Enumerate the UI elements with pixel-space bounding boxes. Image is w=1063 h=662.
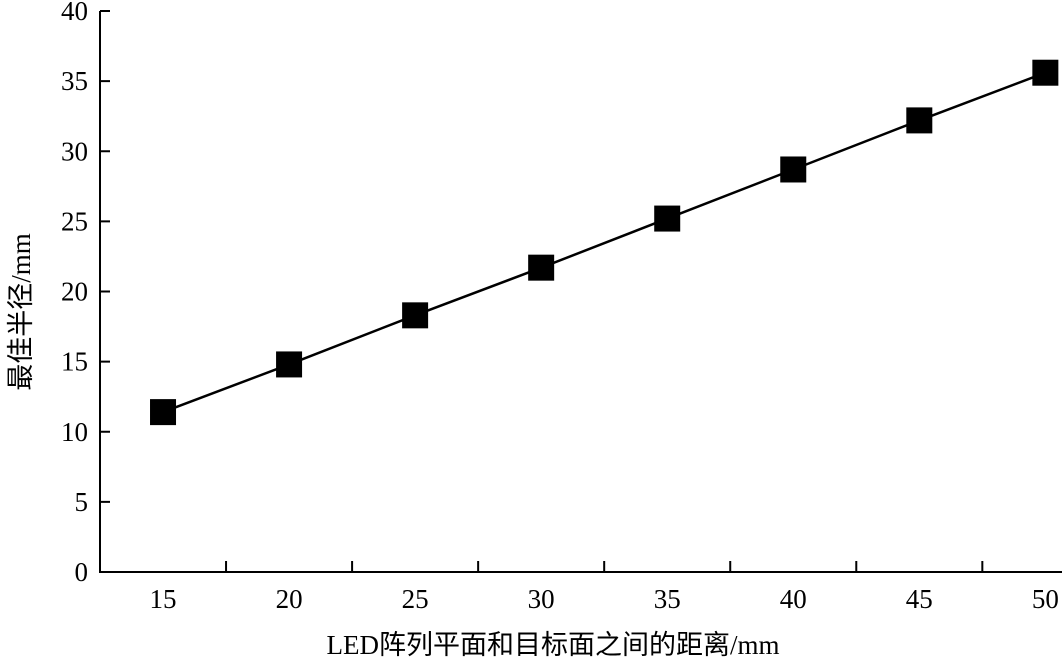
y-axis-ticks: 0 5 10 15 20 25 30 35 40	[61, 0, 110, 587]
x-tick-label: 45	[906, 584, 933, 614]
series-1	[150, 59, 1059, 426]
y-tick-label: 5	[75, 487, 89, 517]
x-axis-label: LED阵列平面和目标面之间的距离/mm	[327, 630, 780, 660]
data-point	[276, 351, 303, 378]
series-line	[162, 71, 1046, 414]
y-tick-label: 0	[75, 557, 89, 587]
y-tick-label: 20	[61, 277, 88, 307]
y-tick-label: 25	[61, 206, 88, 236]
y-tick-label: 40	[61, 0, 88, 26]
x-tick-label: 15	[150, 584, 177, 614]
data-point	[150, 399, 177, 426]
x-tick-label: 40	[780, 584, 807, 614]
x-tick-label: 30	[528, 584, 555, 614]
y-axis-label: 最佳半径/mm	[6, 233, 36, 391]
data-point	[780, 156, 807, 183]
data-point	[528, 254, 555, 281]
y-tick-label: 30	[61, 136, 88, 166]
x-tick-label: 35	[654, 584, 681, 614]
x-tick-label: 25	[402, 584, 429, 614]
x-tick-label: 20	[276, 584, 303, 614]
data-point	[906, 107, 933, 134]
y-tick-label: 15	[61, 347, 88, 377]
y-tick-label: 35	[61, 66, 88, 96]
data-point	[402, 302, 429, 329]
x-axis-ticks: 15 20 25 30 35 40 45 50	[150, 561, 1059, 614]
data-point	[1032, 59, 1059, 86]
y-tick-label: 10	[61, 417, 88, 447]
data-point	[654, 205, 681, 232]
x-tick-label: 50	[1032, 584, 1059, 614]
